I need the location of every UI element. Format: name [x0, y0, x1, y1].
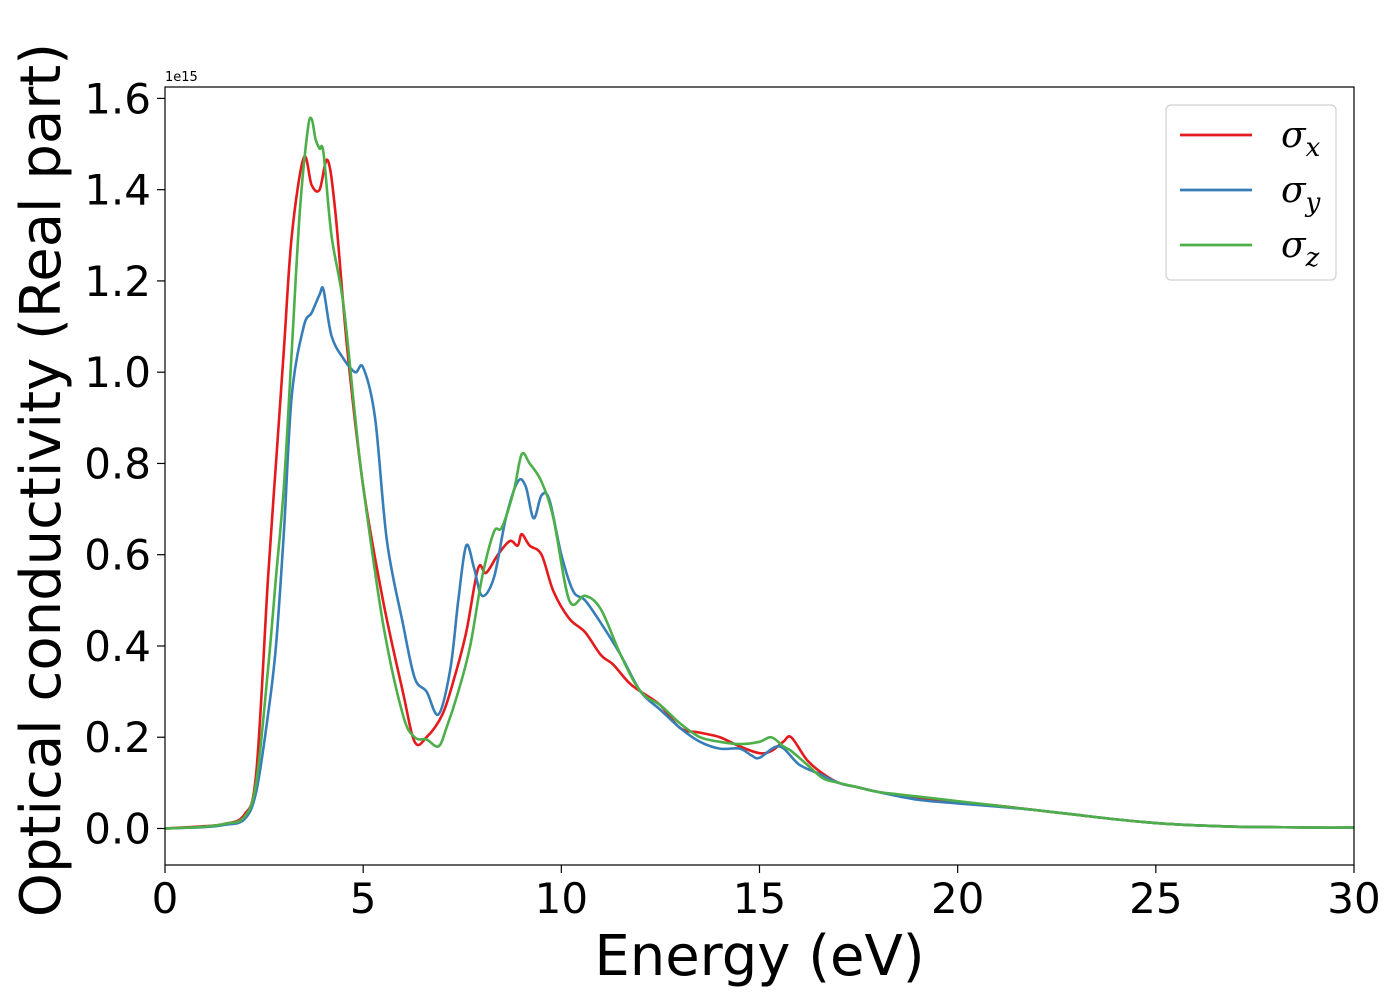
x-tick-label: 5: [350, 874, 377, 923]
legend-label-y: σy: [1281, 170, 1321, 218]
y-tick-label: 0.4: [84, 622, 151, 671]
x-axis: 0 5 10 15 20 25 30: [152, 865, 1381, 923]
legend: σx σy σz: [1165, 104, 1337, 281]
x-tick-label: 0: [152, 874, 179, 923]
y-axis-offset-label: 1e15: [165, 70, 198, 85]
series-line-y: [165, 286, 1354, 830]
legend-box: [1165, 104, 1337, 281]
x-tick-label: 30: [1327, 874, 1380, 923]
x-tick-label: 15: [733, 874, 786, 923]
legend-label-x: σx: [1281, 115, 1321, 163]
legend-label-z: σz: [1281, 225, 1320, 273]
y-axis-label: Optical conductivity (Real part): [9, 43, 74, 917]
x-tick-label: 25: [1129, 874, 1182, 923]
x-tick-label: 20: [931, 874, 984, 923]
y-axis: 0.0 0.2 0.4 0.6 0.8 1.0 1.2 1.4 1.6: [84, 74, 165, 853]
plot-lines: [165, 116, 1354, 830]
y-tick-label: 0.2: [84, 713, 151, 762]
x-axis-label: Energy (eV): [594, 924, 924, 989]
y-tick-label: 1.4: [84, 166, 151, 215]
y-tick-label: 0.8: [84, 439, 151, 488]
y-tick-label: 0.0: [84, 804, 151, 853]
y-tick-label: 1.2: [84, 257, 151, 306]
series-line-z: [165, 116, 1354, 830]
x-tick-label: 10: [535, 874, 588, 923]
y-tick-label: 1.0: [84, 348, 151, 397]
y-tick-label: 0.6: [84, 531, 151, 580]
y-tick-label: 1.6: [84, 74, 151, 123]
